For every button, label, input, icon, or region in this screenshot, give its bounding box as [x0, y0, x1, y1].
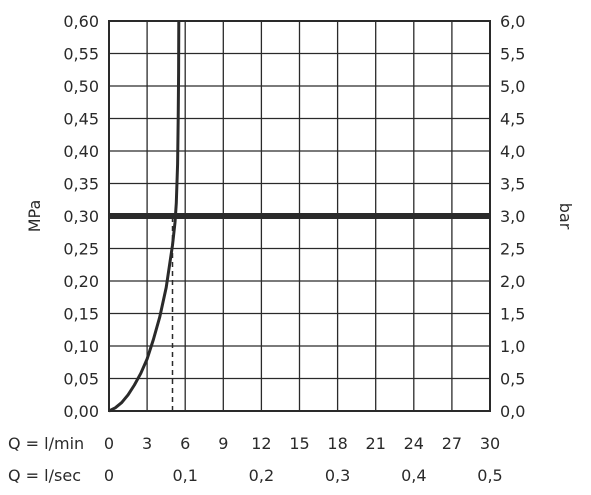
y-tick-label-right: 6,0 [500, 12, 525, 31]
y-tick-label-left: 0,05 [63, 370, 99, 389]
y-tick-label-right: 3,5 [500, 175, 525, 194]
y-tick-label-left: 0,40 [63, 142, 99, 161]
y-tick-label-right: 0,0 [500, 402, 525, 421]
x-tick-label: 24 [404, 434, 424, 453]
y-tick-label-right: 1,5 [500, 305, 525, 324]
x-tick-label: 3 [142, 434, 152, 453]
y-tick-label-left: 0,10 [63, 337, 99, 356]
x-tick-label: 30 [480, 434, 500, 453]
y-axis-title-right: bar [556, 203, 575, 230]
y-tick-label-left: 0,45 [63, 110, 99, 129]
x-axis-row-label: Q = l/min [8, 434, 84, 453]
y-tick-label-left: 0,30 [63, 207, 99, 226]
x-tick-label: 0,5 [477, 466, 502, 485]
y-tick-label-right: 4,0 [500, 142, 525, 161]
y-tick-label-right: 4,5 [500, 110, 525, 129]
y-tick-label-left: 0,25 [63, 240, 99, 259]
y-tick-label-left: 0,35 [63, 175, 99, 194]
x-tick-label: 0 [104, 466, 114, 485]
x-tick-labels: Q = l/min 0 3 6 9 12 15 18 21 24 27 30 Q = l/sec 0 0,1… [8, 434, 503, 485]
x-tick-label: 12 [251, 434, 271, 453]
y-tick-label-right: 3,0 [500, 207, 525, 226]
x-tick-label: 0,4 [401, 466, 426, 485]
series-layer [108, 20, 181, 413]
x-tick-label: 0,1 [172, 466, 197, 485]
y-tick-label-right: 1,0 [500, 337, 525, 356]
y-tick-label-left: 0,15 [63, 305, 99, 324]
y-tick-label-left: 0,60 [63, 12, 99, 31]
x-tick-label: 27 [442, 434, 462, 453]
y-tick-label-right: 0,5 [500, 370, 525, 389]
x-tick-label: 9 [218, 434, 228, 453]
x-tick-label: 0,3 [325, 466, 350, 485]
x-axis-row-label: Q = l/sec [8, 466, 81, 485]
x-tick-label: 15 [289, 434, 309, 453]
x-tick-label: 21 [366, 434, 386, 453]
y-axis-title-left: MPa [25, 200, 44, 233]
series-line [108, 20, 181, 413]
y-tick-label-left: 0,50 [63, 77, 99, 96]
x-tick-label: 6 [180, 434, 190, 453]
y-tick-label-right: 5,0 [500, 77, 525, 96]
y-tick-label-left: 0,55 [63, 45, 99, 64]
y-tick-label-left: 0,00 [63, 402, 99, 421]
y-tick-labels: 0,00 0,0 0,05 0,5 0,10 1,0 0,15 1,5 0,20 2,0 0,25 2… [63, 12, 525, 421]
plot-frame [108, 20, 491, 412]
x-tick-label: 0 [104, 434, 114, 453]
y-tick-label-right: 5,5 [500, 45, 525, 64]
y-tick-label-right: 2,5 [500, 240, 525, 259]
x-tick-label: 18 [327, 434, 347, 453]
x-tick-label: 0,2 [249, 466, 274, 485]
y-tick-label-left: 0,20 [63, 272, 99, 291]
y-tick-label-right: 2,0 [500, 272, 525, 291]
